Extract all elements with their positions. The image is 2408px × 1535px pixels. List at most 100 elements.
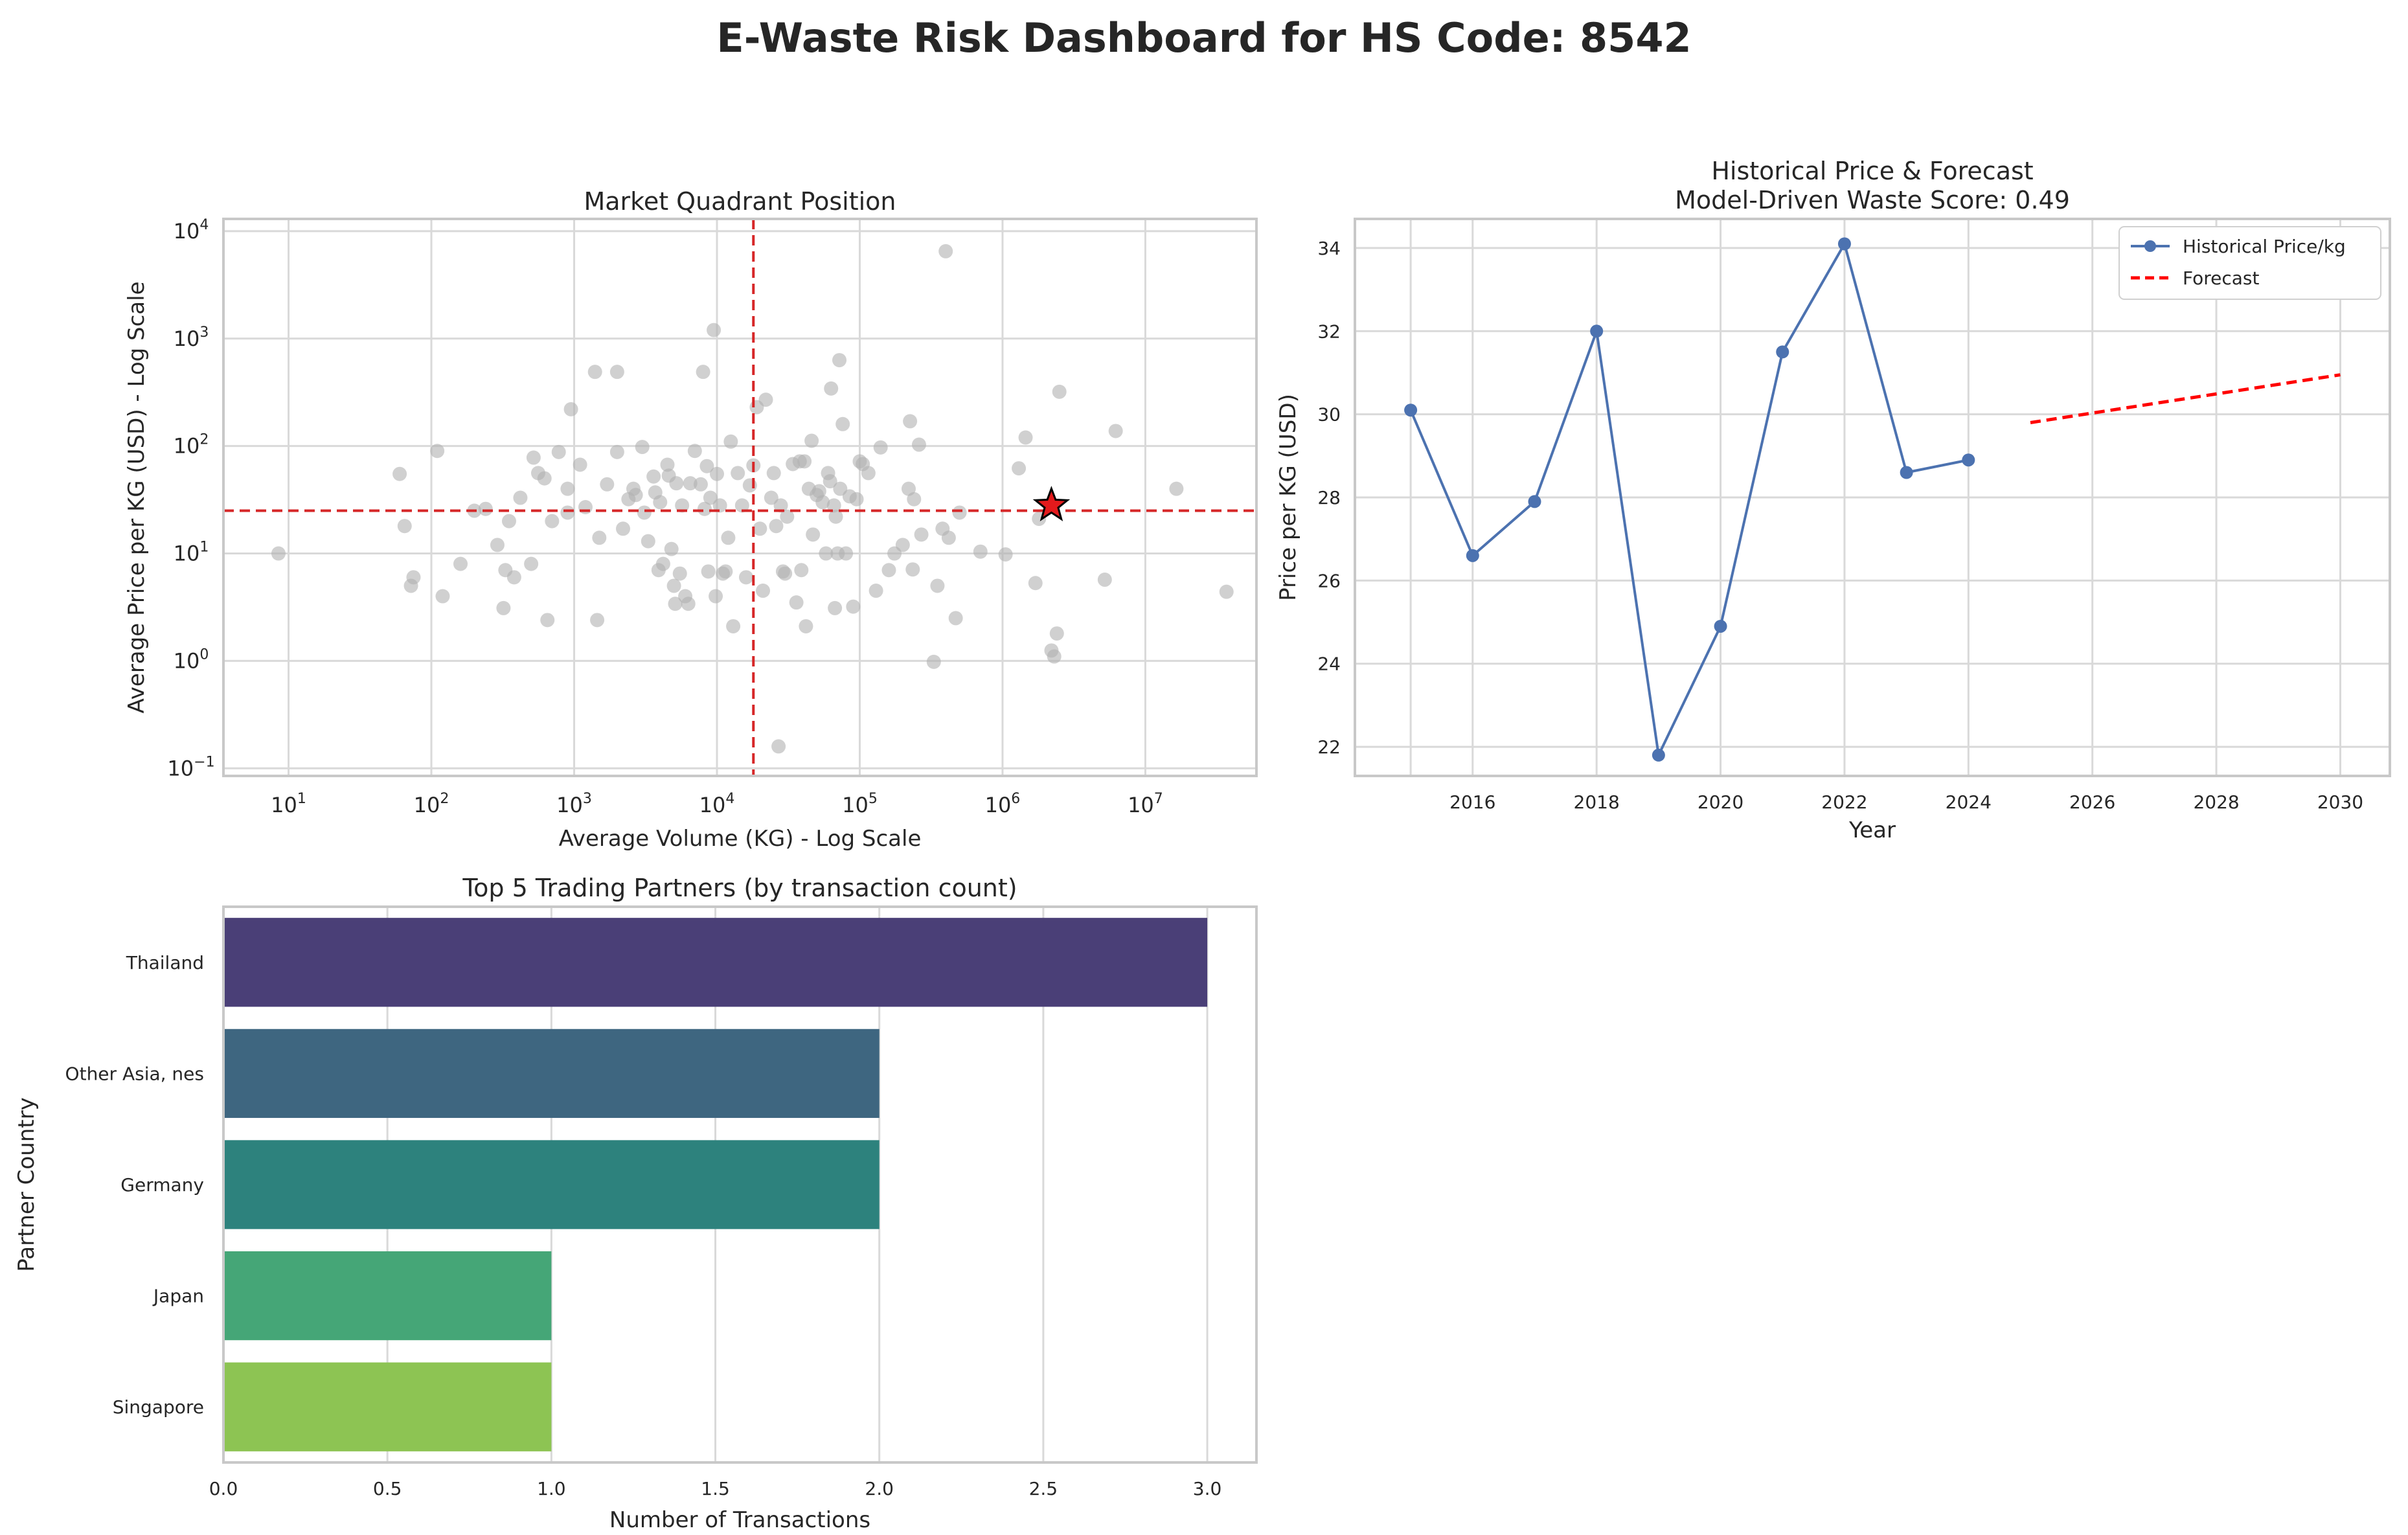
scatter-point bbox=[653, 495, 668, 510]
scatter-point bbox=[952, 505, 967, 520]
scatter-point bbox=[806, 527, 821, 542]
line-legend: Historical Price/kg Forecast bbox=[2118, 226, 2381, 300]
line-y-tick-label: 28 bbox=[1317, 487, 1341, 508]
scatter-point bbox=[1018, 430, 1033, 445]
current-hs-code-star-marker bbox=[1032, 486, 1071, 521]
bar-frame bbox=[222, 905, 1258, 1464]
scatter-x-tick-label: 102 bbox=[414, 791, 449, 817]
scatter-point bbox=[666, 578, 681, 593]
scatter-point bbox=[628, 488, 643, 503]
scatter-point bbox=[490, 538, 505, 552]
historical-price-marker bbox=[1466, 549, 1479, 562]
scatter-point bbox=[914, 527, 929, 542]
scatter-point bbox=[973, 544, 988, 559]
scatter-point bbox=[397, 519, 412, 534]
scatter-point bbox=[828, 600, 843, 615]
line-title: Historical Price & Forecast bbox=[1711, 157, 2033, 185]
scatter-point bbox=[948, 611, 963, 626]
scatter-x-tick-label: 101 bbox=[271, 791, 306, 817]
line-y-tick-label: 22 bbox=[1317, 736, 1341, 758]
historical-price-marker bbox=[1837, 237, 1851, 251]
scatter-point bbox=[869, 584, 883, 598]
scatter-point bbox=[660, 457, 675, 472]
scatter-point bbox=[590, 613, 605, 628]
line-x-tick-label: 2030 bbox=[2317, 791, 2363, 813]
scatter-point bbox=[681, 597, 696, 611]
scatter-point bbox=[560, 481, 575, 496]
bar-japan bbox=[223, 1251, 552, 1341]
legend-forecast-label: Forecast bbox=[2183, 267, 2260, 289]
historical-price-marker bbox=[1962, 453, 1975, 467]
scatter-point bbox=[756, 584, 771, 598]
scatter-point bbox=[430, 444, 445, 459]
scatter-point bbox=[709, 466, 724, 481]
scatter-point bbox=[930, 578, 945, 593]
scatter-point bbox=[573, 457, 587, 472]
scatter-point bbox=[718, 564, 733, 579]
bar-x-tick-label: 2.5 bbox=[1029, 1478, 1058, 1499]
scatter-point bbox=[815, 495, 830, 510]
legend-historical-marker bbox=[2144, 240, 2156, 252]
scatter-point bbox=[764, 490, 778, 505]
scatter-point bbox=[797, 454, 812, 469]
historical-price-marker bbox=[1528, 495, 1541, 508]
scatter-y-tick-label: 10−1 bbox=[167, 754, 214, 780]
scatter-x-axis-label: Average Volume (KG) - Log Scale bbox=[559, 826, 922, 852]
bar-y-axis-label: Partner Country bbox=[14, 1097, 40, 1271]
bar-thailand bbox=[223, 918, 1208, 1007]
scatter-point bbox=[545, 514, 560, 529]
line-x-tick-label: 2024 bbox=[1946, 791, 1992, 813]
scatter-point bbox=[1052, 384, 1067, 399]
scatter-point bbox=[655, 556, 670, 571]
scatter-point bbox=[789, 595, 804, 610]
partners-bar-chart: Thailand Other Asia, nes Germany Japan Singa… bbox=[14, 874, 1258, 1533]
scatter-point bbox=[587, 365, 602, 380]
scatter-frame bbox=[222, 218, 1258, 777]
scatter-point bbox=[873, 440, 888, 455]
scatter-point bbox=[753, 521, 767, 536]
scatter-point bbox=[506, 570, 521, 585]
scatter-point bbox=[1108, 424, 1123, 438]
dashboard-title: E-Waste Risk Dashboard for HS Code: 8542 bbox=[716, 14, 1692, 62]
scatter-point bbox=[513, 490, 528, 505]
scatter-point bbox=[778, 566, 793, 581]
scatter-point bbox=[701, 564, 716, 579]
bar-category-label: Germany bbox=[120, 1174, 204, 1196]
scatter-x-tick-label: 103 bbox=[556, 791, 592, 817]
scatter-point bbox=[635, 440, 650, 455]
scatter-point bbox=[675, 498, 690, 513]
legend-historical-label: Historical Price/kg bbox=[2183, 236, 2346, 257]
line-y-tick-label: 34 bbox=[1317, 238, 1341, 259]
scatter-point bbox=[738, 570, 753, 585]
scatter-point bbox=[828, 509, 843, 524]
scatter-point bbox=[905, 562, 920, 577]
scatter-point bbox=[794, 563, 809, 578]
scatter-point bbox=[600, 477, 615, 492]
scatter-point bbox=[941, 530, 956, 545]
scatter-point bbox=[1047, 649, 1062, 664]
bar-category-label: Thailand bbox=[126, 952, 204, 973]
scatter-point bbox=[1012, 461, 1027, 476]
scatter-point bbox=[812, 484, 826, 499]
scatter-point bbox=[699, 459, 714, 473]
scatter-point bbox=[1049, 626, 1064, 641]
bar-category-label: Other Asia, nes bbox=[65, 1063, 204, 1084]
scatter-point bbox=[835, 416, 850, 431]
line-y-axis-label: Price per KG (USD) bbox=[1275, 394, 1301, 601]
scatter-point bbox=[478, 501, 493, 516]
scatter-point bbox=[703, 490, 718, 505]
scatter-point bbox=[771, 739, 786, 754]
scatter-point bbox=[560, 505, 575, 520]
scatter-point bbox=[453, 556, 468, 571]
scatter-point bbox=[496, 600, 511, 615]
scatter-point bbox=[846, 599, 861, 614]
line-y-tick-label: 30 bbox=[1317, 404, 1341, 426]
bar-germany bbox=[223, 1140, 880, 1229]
scatter-point bbox=[609, 365, 624, 380]
line-x-axis-label: Year bbox=[1848, 817, 1896, 843]
scatter-x-tick-label: 105 bbox=[842, 791, 878, 817]
scatter-x-tick-label: 104 bbox=[699, 791, 735, 817]
bar-x-tick-label: 1.0 bbox=[537, 1478, 566, 1499]
scatter-point bbox=[392, 466, 407, 481]
